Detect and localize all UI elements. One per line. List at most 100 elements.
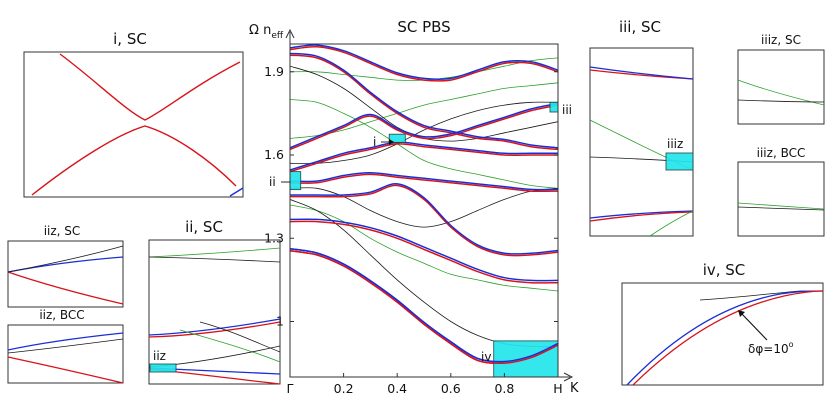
panel-iv-annotation-sup: o [789,340,794,349]
panel-ii-green-mid [179,329,281,363]
highlight-box-i [388,133,406,143]
panel-iiz-sc-frame [7,240,124,308]
main-series-12-red [290,54,558,151]
panel-iiiz-sc-green [737,79,825,106]
panel-iiz-bcc: iiz, BCC [7,308,124,384]
main-series-15-blue [290,44,558,81]
panel-iiiz-bcc-title: iiiz, BCC [757,146,806,160]
main-series-18-green [290,82,558,139]
panel-iiz-sc-red [7,271,124,305]
panel-iiiz-bcc-black [737,206,825,211]
panel-iv-annotation: δφ=10o [748,340,794,356]
main-series-11-blue [290,102,558,149]
panel-ii-black-mid [199,321,281,353]
panel-iiiz-sc: iiiz, SC [737,33,825,125]
panel-iii-red-low [589,211,694,222]
panel-iii: iii, SC iiiz [589,18,694,237]
panel-iiz-sc: iiz, SC [7,224,124,308]
panel-i-frame [23,51,244,198]
panel-iii-iiiz-box [665,152,694,171]
panel-iiz-sc-title: iiz, SC [44,224,81,238]
main-ticks: 1 1.3 1.6 1.9 Γ 0.2 0.4 0.6 0.8 H [264,64,563,396]
callout-i-arrowhead [389,139,394,145]
panel-iv-arrowhead [738,310,745,317]
main-highlights [289,101,559,378]
panel-iii-blue-top [589,66,694,80]
main-series-9-blue [290,141,558,171]
panel-i-red-upper [59,53,241,121]
main-ytick-label: 1.6 [264,147,284,162]
main-xtick-label: H [553,381,562,396]
main-series-2-red [290,220,558,284]
highlight-box-iii [549,101,559,113]
main-series-23-black [290,187,558,228]
panel-iiz-bcc-title: iiz, BCC [39,308,84,322]
panel-ii: ii, SC iiz [148,218,281,385]
panel-iiz-sc-black [7,245,124,273]
main-ytick-label: 1 [276,314,284,329]
panel-iiz-bcc-black [7,338,124,354]
main-ytick-label: 1.9 [264,64,284,79]
main-xtick-label: Γ [287,381,294,396]
panel-iv-black [699,290,823,301]
panel-ii-frame [148,239,281,385]
main-xtick-label: 0.8 [494,381,514,396]
main-ytick-label: 1.3 [264,230,284,245]
callout-i: i [373,135,376,149]
main-series-16-green [290,204,558,292]
panel-iii-frame [589,47,694,237]
panel-iv-arrow [740,312,768,341]
panel-iiiz-sc-title: iiiz, SC [761,33,801,47]
main-series-4-red [290,184,558,257]
panel-ii-title: ii, SC [185,218,223,236]
main-ylabel: Ω neff [249,23,284,41]
main-xtick-label: 0.2 [334,381,354,396]
panel-iiiz-sc-frame [737,49,825,125]
panel-iv-red [632,290,824,386]
main-series-7-blue [290,172,558,191]
main-panel: SC PBS Ω neff K 1 1.3 1.6 1.9 Γ 0.2 0.4 0.6 0.8 H… [249,18,579,396]
panel-iv-annotation-text: δφ=10 [748,342,789,356]
panel-iiiz-bcc: iiiz, BCC [737,146,825,237]
panel-iiz-bcc-frame [7,324,124,384]
panel-i-title: i, SC [113,30,147,48]
panel-ii-black-top [148,256,281,263]
panel-iiiz-bcc-frame [737,161,825,237]
main-series-6-red [290,173,558,193]
panel-iv-title: iv, SC [703,261,746,279]
callout-iv: iv [481,350,491,364]
panel-iii-blue-low [589,210,694,219]
highlight-box-ii [289,171,302,191]
main-xaxis-arrowhead [563,372,574,382]
main-series-8-red [290,143,558,173]
callout-iii: iii [562,103,572,117]
main-series-10-red [290,104,558,151]
main-frame [289,43,559,378]
main-series-5-blue [290,183,558,255]
callout-ii: ii [269,175,276,189]
panel-i-blue-corner [229,187,244,197]
main-yaxis-arrowhead [285,28,295,39]
main-series-13-blue [290,52,558,149]
panel-iiiz-sc-black [737,99,825,103]
panel-iii-title: iii, SC [619,18,661,36]
main-title: SC PBS [397,18,450,36]
main-series-layer [290,44,558,365]
main-xlabel: K [570,381,579,396]
main-xtick-label: 0.6 [441,381,461,396]
main-series-17-green [290,99,558,189]
panel-iiz-bcc-red [7,356,124,384]
panel-iii-iiiz-label: iiiz [667,137,683,151]
main-series-overlay-1-blue [290,248,558,363]
panel-iv: iv, SC δφ=10o [621,261,824,386]
panel-i: i, SC [23,30,244,198]
main-series-14-red [290,46,558,82]
panel-ii-iiz-label: iiz [153,349,166,363]
panel-iiiz-bcc-green [737,202,825,210]
main-series-21-black [290,101,558,164]
panel-ii-iiz-box [149,363,177,373]
panel-iiz-sc-blue [7,256,124,273]
panel-ii-blue-mid [148,318,281,336]
